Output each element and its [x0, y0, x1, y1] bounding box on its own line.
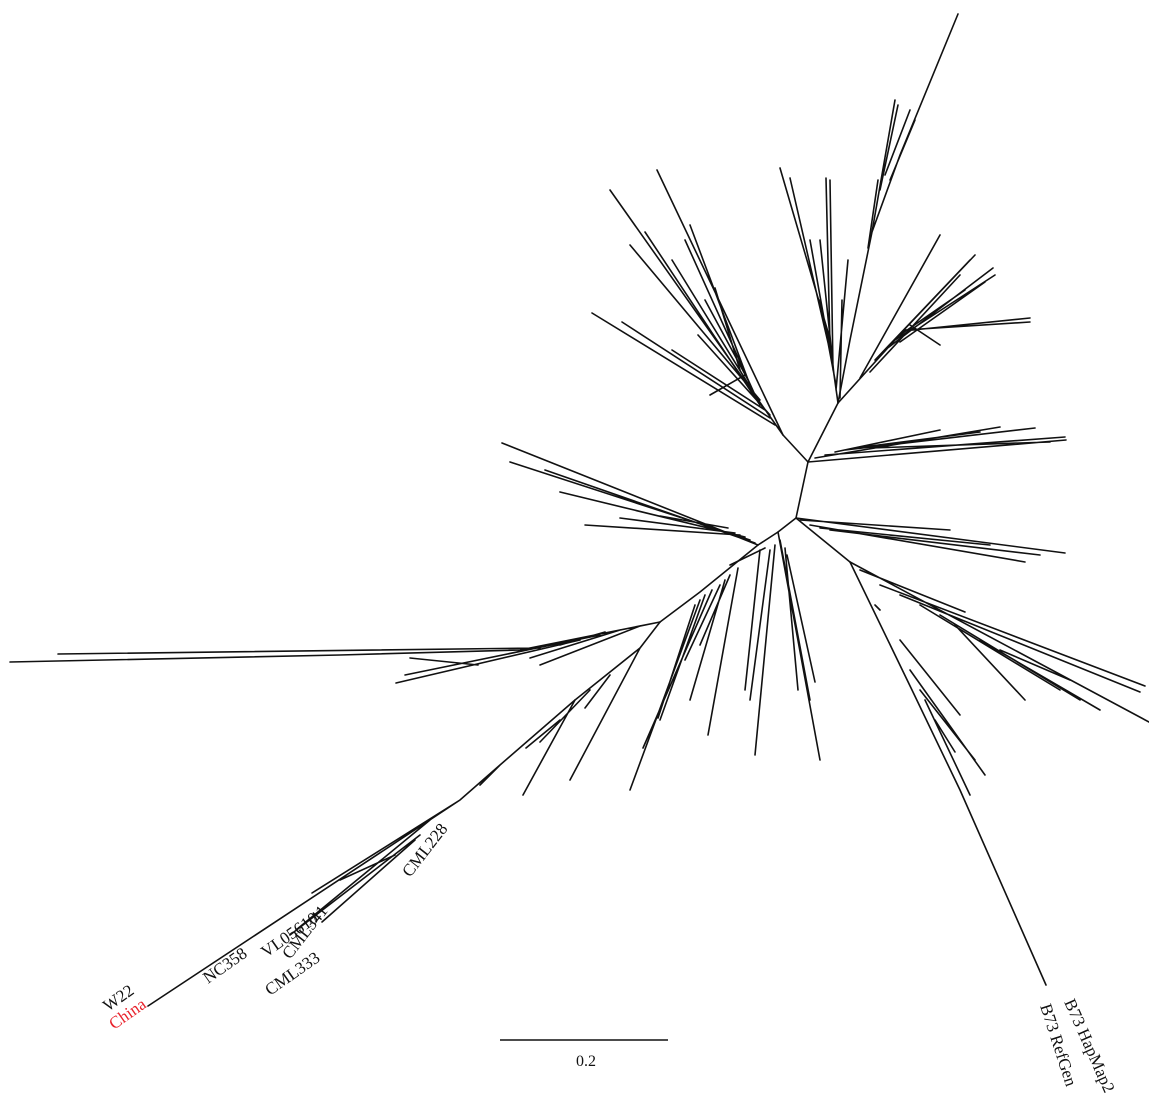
leaf-labels: W22 China NC358 VL05610 CML341 CML333 CM…: [99, 820, 1118, 1096]
scale-bar: 0.2: [500, 1039, 668, 1070]
branch-top-long: [837, 13, 959, 404]
branch-top-fan: [779, 167, 849, 404]
branch-left-fan: [9, 621, 661, 684]
branch-core: [757, 402, 851, 563]
branch-far-right-fan: [849, 561, 1149, 723]
branch-left-middle-fan: [501, 442, 759, 546]
branch-top-right-fan: [837, 234, 1031, 404]
branch-bottom-center-fan: [729, 531, 821, 761]
tree-branches: [9, 13, 1149, 1007]
branch-right-fan: [807, 426, 1067, 463]
branch-upper-left-fan: [591, 169, 784, 436]
branch-b73: [849, 561, 1047, 986]
scale-bar-label: 0.2: [576, 1053, 596, 1070]
label-cml228: CML228: [398, 820, 451, 881]
branch-bottom-left-fan: [629, 544, 759, 791]
branch-lower-left-trunk: [147, 699, 576, 1007]
branch-lower-left-fan: [522, 621, 661, 796]
label-nc358: NC358: [199, 944, 250, 988]
branch-right-lower-fan: [795, 517, 1066, 563]
